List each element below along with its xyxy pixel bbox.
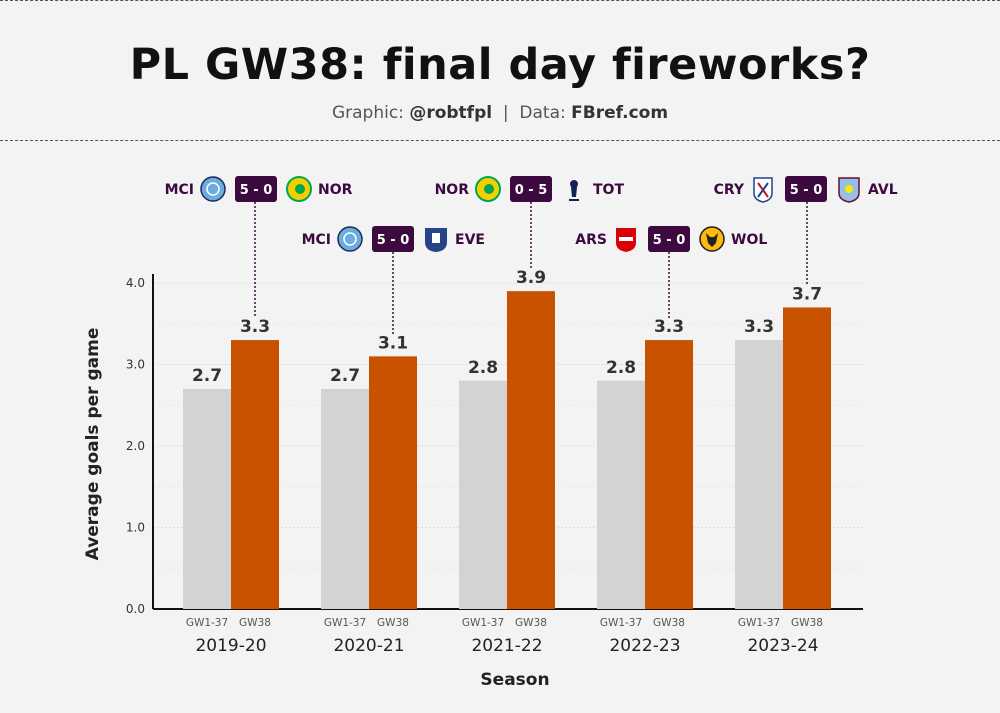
score-text: 5 - 0: [653, 233, 686, 248]
crest-shape: [570, 180, 578, 188]
bar-sublabel: GW1-37: [462, 617, 504, 629]
crest-shape: [337, 226, 363, 252]
data-label: 3.1: [378, 333, 408, 353]
top-divider: [0, 0, 1000, 1]
data-label: 2.8: [468, 358, 498, 378]
bar-gw38: [369, 356, 417, 609]
away-team-label: EVE: [455, 232, 485, 248]
crest-shape: [706, 233, 718, 247]
man-city-crest-icon: [337, 226, 363, 252]
bar-gw38: [231, 340, 279, 609]
score-badge: [785, 176, 827, 202]
data-label: 3.7: [792, 284, 822, 304]
data-label: 3.9: [516, 268, 546, 288]
away-team-label: AVL: [868, 182, 898, 198]
away-team-label: NOR: [318, 182, 353, 198]
crest-shape: [757, 182, 769, 198]
data-label: 3.3: [744, 317, 774, 337]
y-tick-label: 0.0: [126, 602, 145, 616]
score-text: 5 - 0: [790, 183, 823, 198]
score-text: 5 - 0: [240, 183, 273, 198]
crest-shape: [343, 232, 357, 246]
data-label: 2.7: [330, 366, 360, 386]
home-team-label: NOR: [435, 182, 470, 198]
score-text: 5 - 0: [377, 233, 410, 248]
tottenham-crest-icon: [569, 180, 579, 201]
crest-shape: [295, 184, 305, 194]
crest-shape: [200, 176, 226, 202]
y-tick-label: 4.0: [126, 276, 145, 290]
wolves-crest-icon: [699, 226, 725, 252]
subtitle-source: FBref.com: [571, 103, 669, 123]
arsenal-crest-icon: [616, 228, 636, 252]
bar-sublabel: GW38: [239, 617, 271, 629]
norwich-crest-icon: [475, 176, 501, 202]
subtitle-author: @robtfpl: [409, 103, 493, 123]
bar-sublabel: GW1-37: [186, 617, 228, 629]
aston-villa-crest-icon: [838, 177, 860, 203]
bar-sublabel: GW38: [791, 617, 823, 629]
away-team-label: TOT: [593, 182, 624, 198]
x-tick-label: 2022-23: [609, 636, 680, 656]
bar-gw38: [645, 340, 693, 609]
bar-gw1-37: [183, 388, 231, 609]
score-badge: [510, 176, 552, 202]
crest-shape: [571, 187, 577, 197]
crest-shape: [845, 185, 853, 193]
bar-sublabel: GW1-37: [600, 617, 642, 629]
home-team-label: CRY: [714, 182, 745, 198]
y-tick-label: 3.0: [126, 358, 145, 372]
bar-gw38: [783, 307, 831, 609]
bar-gw1-37: [321, 388, 369, 609]
home-team-label: ARS: [575, 232, 607, 248]
man-city-crest-icon: [200, 176, 226, 202]
bar-sublabel: GW38: [653, 617, 685, 629]
bar-gw1-37: [459, 380, 507, 609]
everton-crest-icon: [425, 228, 447, 252]
data-label: 2.8: [606, 358, 636, 378]
home-team-label: MCI: [165, 182, 194, 198]
score-text: 0 - 5: [515, 183, 548, 198]
norwich-crest-icon: [286, 176, 312, 202]
away-team-label: WOL: [731, 232, 767, 248]
x-tick-label: 2021-22: [471, 636, 542, 656]
score-badge: [235, 176, 277, 202]
bar-gw1-37: [735, 340, 783, 609]
x-tick-label: 2019-20: [195, 636, 266, 656]
header: PL GW38: final day fireworks? Graphic: @…: [0, 0, 1000, 141]
score-badge: [648, 226, 690, 252]
crystal-palace-crest-icon: [753, 177, 773, 203]
data-label: 3.3: [240, 317, 270, 337]
data-label: 3.3: [654, 317, 684, 337]
home-team-label: MCI: [302, 232, 331, 248]
y-tick-label: 2.0: [126, 439, 145, 453]
crest-shape: [619, 237, 633, 241]
bar-gw38: [507, 291, 555, 609]
score-badge: [372, 226, 414, 252]
x-tick-label: 2023-24: [747, 636, 818, 656]
crest-shape: [432, 233, 440, 243]
bar-sublabel: GW1-37: [738, 617, 780, 629]
page-title: PL GW38: final day fireworks?: [129, 40, 871, 90]
data-label: 2.7: [192, 366, 222, 386]
crest-shape: [206, 182, 220, 196]
x-axis-title: Season: [480, 670, 549, 690]
subtitle: Graphic: @robtfpl | Data: FBref.com: [0, 103, 1000, 123]
bar-gw1-37: [597, 380, 645, 609]
bar-sublabel: GW38: [515, 617, 547, 629]
bar-sublabel: GW38: [377, 617, 409, 629]
subtitle-prefix: Graphic:: [331, 103, 410, 123]
crest-shape: [484, 184, 494, 194]
bar-sublabel: GW1-37: [324, 617, 366, 629]
y-tick-label: 1.0: [126, 521, 145, 535]
subtitle-separator: | Data:: [492, 103, 572, 123]
y-axis-title: Average goals per game: [83, 328, 103, 561]
x-tick-label: 2020-21: [333, 636, 404, 656]
